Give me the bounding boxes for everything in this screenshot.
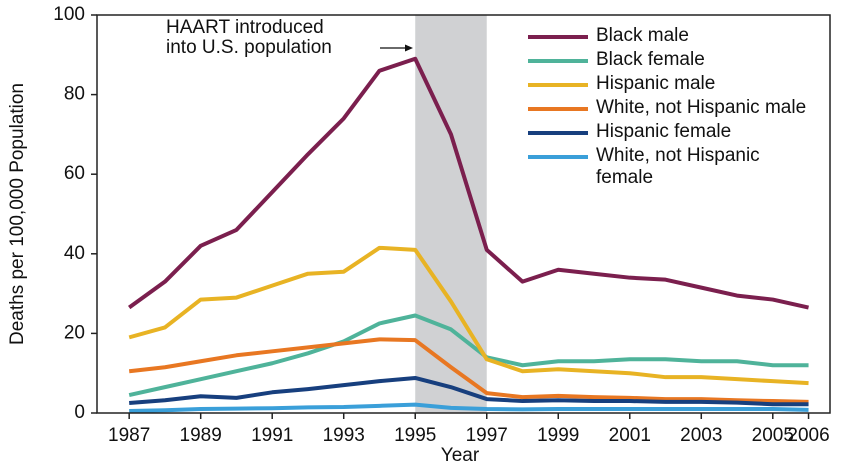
legend-entry: Black female bbox=[596, 49, 705, 70]
legend-label: Hispanic male bbox=[596, 73, 716, 94]
series-line bbox=[128, 313, 809, 398]
legend-label: White, not Hispanic female bbox=[596, 145, 760, 188]
arrow-head bbox=[405, 44, 413, 52]
x-tick-label: 1995 bbox=[394, 425, 436, 446]
plot-frame bbox=[96, 14, 831, 414]
legend-entry: White, not Hispanic female bbox=[596, 145, 760, 188]
series-line bbox=[129, 402, 809, 414]
legend-label: Black female bbox=[596, 49, 705, 70]
series-line bbox=[128, 245, 809, 386]
legend-entry: Black male bbox=[596, 25, 689, 46]
x-tick-label: 2003 bbox=[680, 425, 722, 446]
legend-label: Black male bbox=[596, 25, 689, 46]
y-tick-label: 40 bbox=[64, 243, 85, 264]
y-tick-label: 80 bbox=[64, 84, 85, 105]
legend-entry: White, not Hispanic male bbox=[596, 97, 807, 118]
x-tick-label: 1991 bbox=[251, 425, 293, 446]
x-tick-label: 1997 bbox=[466, 425, 508, 446]
x-tick-label: 1999 bbox=[537, 425, 579, 446]
x-tick-label: 2005 bbox=[752, 425, 794, 446]
x-tick-label: 1989 bbox=[180, 425, 222, 446]
y-tick-label: 20 bbox=[64, 322, 85, 343]
y-axis-label: Deaths per 100,000 Population bbox=[7, 83, 28, 345]
x-tick-label: 1993 bbox=[323, 425, 365, 446]
legend-label: Hispanic female bbox=[596, 121, 732, 142]
series-line bbox=[129, 375, 809, 407]
series-line bbox=[128, 337, 809, 404]
legend-entry: Hispanic male bbox=[596, 73, 716, 94]
series-line bbox=[128, 56, 809, 310]
annotation: HAART introduced bbox=[166, 17, 324, 38]
legend-entry: Hispanic female bbox=[596, 121, 732, 142]
x-tick-label: 1987 bbox=[108, 425, 150, 446]
x-axis-label: Year bbox=[441, 445, 480, 466]
legend-label: White, not Hispanic male bbox=[596, 97, 807, 118]
y-tick-label: 60 bbox=[64, 163, 85, 184]
y-tick-label: 0 bbox=[74, 402, 85, 423]
y-tick-label: 100 bbox=[53, 4, 85, 25]
x-tick-label: 2006 bbox=[787, 425, 829, 446]
annotation: into U.S. population bbox=[166, 37, 332, 58]
x-tick-label: 2001 bbox=[609, 425, 651, 446]
